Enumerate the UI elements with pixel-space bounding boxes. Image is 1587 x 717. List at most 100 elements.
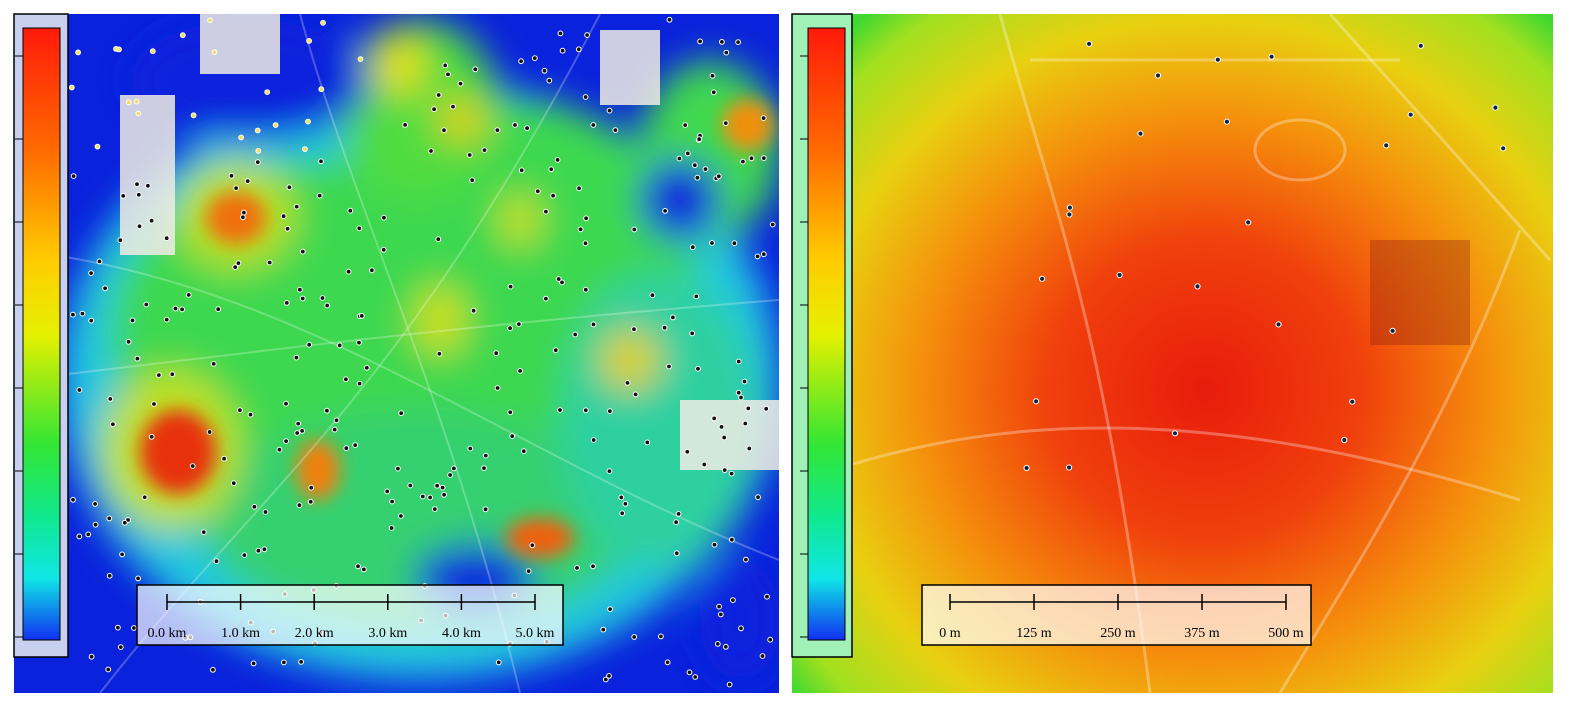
point	[552, 347, 559, 354]
point	[719, 39, 725, 45]
marker	[1171, 430, 1179, 437]
marker	[1033, 398, 1040, 405]
point	[649, 292, 656, 299]
point	[760, 115, 767, 121]
point	[251, 503, 258, 510]
point	[319, 295, 326, 301]
point	[676, 155, 683, 162]
point	[96, 258, 103, 265]
marker	[1066, 204, 1074, 211]
point	[345, 268, 352, 275]
point	[763, 405, 770, 412]
point	[419, 493, 426, 500]
point	[121, 519, 128, 526]
point	[576, 185, 582, 192]
point	[472, 66, 479, 73]
point	[427, 494, 434, 501]
scale-label: 2.0 km	[295, 626, 334, 641]
point	[495, 659, 502, 666]
point	[557, 407, 563, 413]
marker	[1349, 398, 1356, 405]
point	[307, 498, 314, 505]
point	[494, 385, 501, 391]
marker	[1383, 142, 1390, 149]
point	[211, 49, 218, 55]
marker	[1066, 211, 1073, 218]
heat-field	[792, 14, 1553, 693]
point	[117, 644, 124, 650]
point	[347, 207, 354, 214]
point	[534, 188, 541, 195]
scale-label: 0 m	[939, 626, 961, 641]
point	[407, 482, 414, 489]
point	[125, 99, 132, 106]
point	[254, 127, 261, 134]
point	[754, 253, 761, 260]
point	[431, 106, 438, 113]
point	[722, 120, 729, 126]
scale-label: 125 m	[1016, 626, 1052, 641]
point	[141, 494, 148, 501]
point	[402, 122, 409, 128]
point	[384, 488, 391, 495]
point	[200, 529, 207, 535]
point	[107, 396, 114, 402]
point	[445, 71, 451, 78]
point	[434, 482, 441, 489]
point	[607, 408, 613, 415]
point	[261, 546, 268, 553]
point	[664, 659, 671, 666]
point	[730, 597, 736, 603]
point	[295, 420, 302, 427]
point	[722, 643, 729, 650]
point	[577, 226, 584, 233]
point	[759, 653, 766, 659]
point	[92, 501, 98, 507]
point	[305, 118, 311, 125]
point	[689, 330, 696, 337]
point	[693, 293, 700, 300]
point	[308, 484, 315, 491]
left-heatmap	[14, 14, 779, 693]
marker	[1066, 464, 1073, 471]
point	[324, 407, 330, 414]
point	[149, 48, 156, 55]
point	[673, 550, 680, 557]
point	[631, 326, 637, 333]
heat-field	[60, 20, 779, 680]
scale-label: 4.0 km	[442, 626, 481, 641]
point	[709, 72, 716, 79]
point	[457, 80, 464, 87]
point	[343, 376, 349, 383]
scale-label: 375 m	[1184, 626, 1220, 641]
point	[283, 300, 290, 306]
point	[172, 305, 179, 312]
point	[524, 125, 530, 132]
point	[299, 248, 306, 255]
map-patch	[200, 14, 280, 74]
point	[110, 421, 116, 428]
point	[324, 302, 331, 309]
point	[529, 542, 536, 549]
point	[115, 624, 121, 631]
map-patch	[600, 30, 660, 105]
marker	[1268, 53, 1275, 60]
point	[363, 364, 370, 371]
point	[213, 558, 220, 565]
point	[151, 401, 157, 407]
point	[169, 371, 176, 378]
point	[294, 430, 301, 436]
point	[302, 146, 308, 153]
point	[590, 563, 596, 570]
point	[631, 634, 638, 640]
point	[129, 317, 136, 324]
point	[299, 295, 306, 302]
point	[76, 533, 83, 540]
point	[156, 372, 162, 379]
data-points	[68, 16, 776, 688]
point	[135, 110, 142, 117]
point	[721, 467, 728, 474]
point	[748, 155, 755, 162]
point	[606, 673, 612, 679]
point	[179, 32, 186, 39]
